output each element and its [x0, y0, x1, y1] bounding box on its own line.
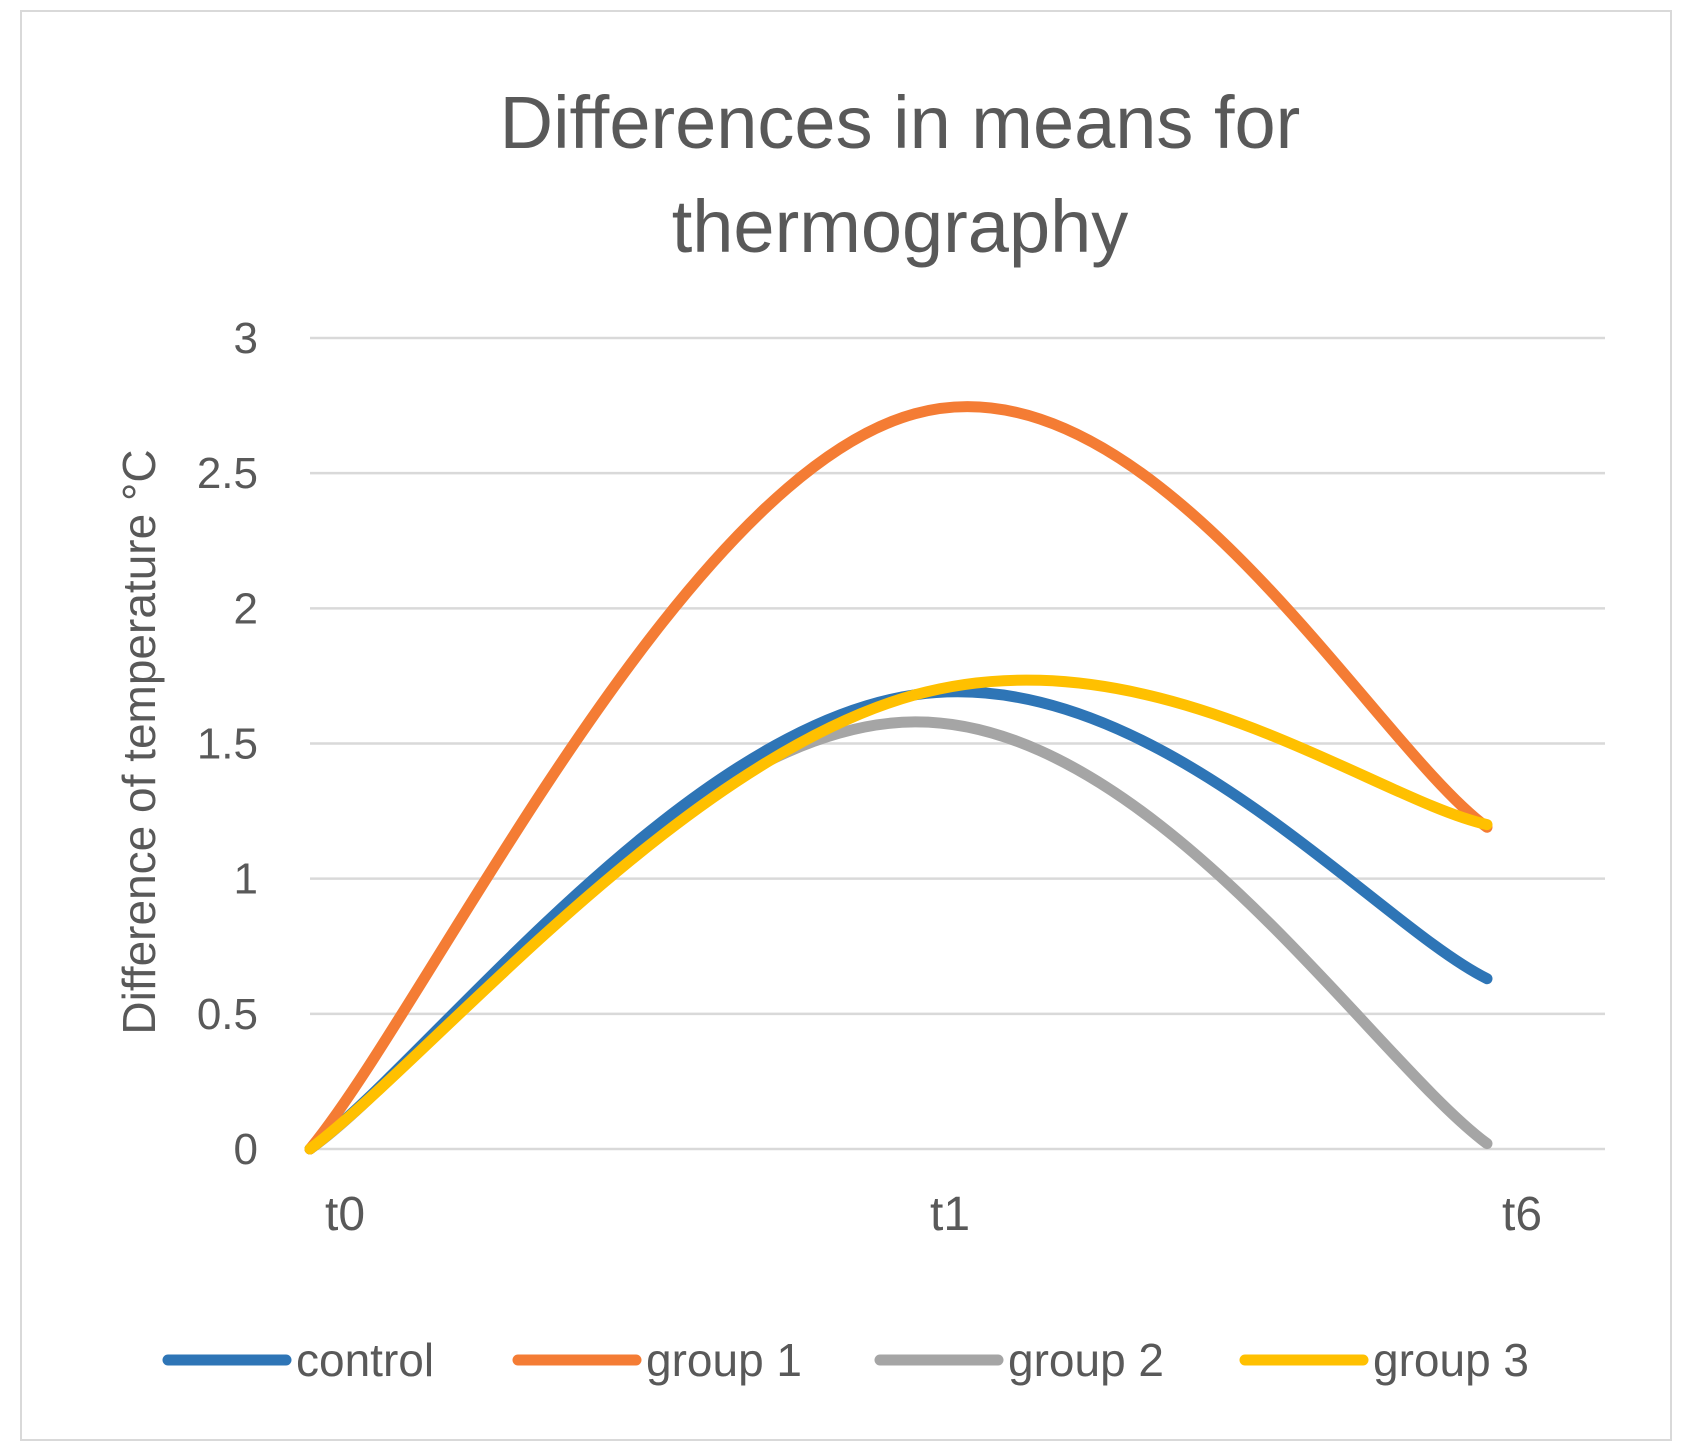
- y-axis-ticks: 0 0.5 1 1.5 2 2.5 3: [197, 314, 258, 1174]
- y-tick-label: 0.5: [197, 990, 258, 1039]
- x-axis-ticks: t0 t1 t6: [325, 1188, 1542, 1241]
- series-line-group-1: [304, 401, 1493, 1155]
- y-tick-label: 2: [234, 584, 258, 633]
- legend-label: group 3: [1373, 1334, 1529, 1386]
- chart-title-line-1: Differences in means for: [500, 81, 1301, 164]
- x-tick-label: t0: [325, 1188, 365, 1241]
- legend: control group 1 group 2 group 3: [162, 1334, 1529, 1386]
- y-tick-label: 0: [234, 1125, 258, 1174]
- legend-label: control: [296, 1334, 434, 1386]
- x-tick-label: t6: [1502, 1188, 1542, 1241]
- y-tick-label: 1.5: [197, 720, 258, 769]
- x-tick-label: t1: [930, 1188, 970, 1241]
- series-line-control: [304, 686, 1493, 1155]
- chart-title: Differences in means for thermography: [500, 81, 1301, 268]
- y-tick-label: 3: [234, 314, 258, 363]
- legend-label: group 1: [646, 1334, 802, 1386]
- chart-title-line-2: thermography: [672, 185, 1129, 268]
- y-tick-label: 1: [234, 855, 258, 904]
- series-lines: [304, 401, 1493, 1155]
- y-axis-label: Difference of temperature °C: [113, 449, 165, 1034]
- gridlines: [310, 336, 1605, 1151]
- y-tick-label: 2.5: [197, 449, 258, 498]
- series-line-group-3: [304, 674, 1493, 1155]
- legend-label: group 2: [1008, 1334, 1164, 1386]
- series-line-group-2: [304, 716, 1493, 1155]
